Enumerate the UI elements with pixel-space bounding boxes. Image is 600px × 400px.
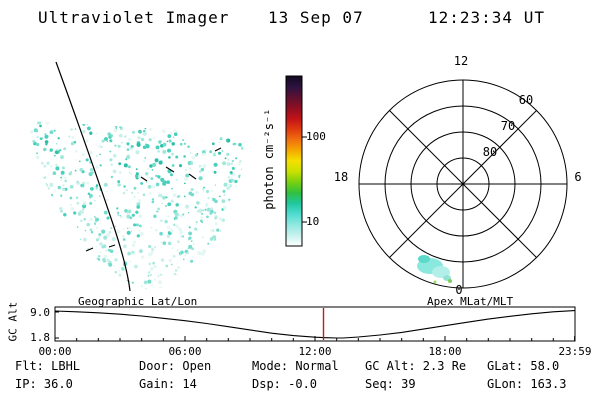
date-label: 13 Sep 07 (268, 8, 364, 27)
colorbar-frame (285, 75, 303, 247)
strip-right-title: Apex MLat/MLT (427, 295, 514, 308)
status-glat: GLat: 58.0 (487, 359, 560, 373)
auroral-emission-patch (417, 255, 452, 284)
grid-dash (85, 247, 94, 252)
lat-label-60: 60 (518, 93, 534, 107)
grid-dash (188, 173, 197, 180)
lat-label-80: 80 (482, 145, 498, 159)
status-gc-alt: GC Alt: 2.3 Re (365, 359, 467, 373)
strip-xtick-1200: 12:00 (298, 345, 332, 358)
uv-speckle-field (28, 121, 244, 291)
strip-xtick-2359: 23:59 (558, 345, 592, 358)
strip-ytick-9: 9.0 (30, 306, 50, 319)
colorbar-gradient (286, 76, 302, 246)
strip-ytick-1-8: 1.8 (30, 331, 50, 344)
grid-dash (140, 176, 148, 182)
strip-left-title: Geographic Lat/Lon (78, 295, 198, 308)
colorbar-tick-10: 10 (306, 215, 320, 228)
status-mode: Mode: Normal (252, 359, 339, 373)
spacecraft-track-line (55, 61, 131, 292)
app-title: Ultraviolet Imager (38, 8, 230, 27)
strip-xtick-0000: 00:00 (38, 345, 72, 358)
mlt-label-12: 12 (453, 54, 469, 68)
status-door: Door: Open (139, 359, 212, 373)
gc-alt-curve (54, 310, 575, 339)
colorbar-units-label: photon cm⁻²s⁻¹ (261, 108, 276, 210)
status-flt: Flt: LBHL (15, 359, 81, 373)
status-gain: Gain: 14 (139, 377, 197, 391)
status-ip: IP: 36.0 (15, 377, 73, 391)
grid-dash (214, 147, 222, 152)
strip-xtick-0600: 06:00 (168, 345, 202, 358)
lat-label-70: 70 (500, 119, 516, 133)
polar-dial-grid (358, 79, 568, 289)
status-glon: GLon: 163.3 (487, 377, 567, 391)
time-ut-label: 12:23:34 UT (428, 8, 545, 27)
grid-dash (165, 166, 175, 173)
mlt-label-18: 18 (333, 170, 349, 184)
colorbar-tick-100: 100 (306, 130, 326, 143)
strip-y-axis-title: GC Alt (6, 301, 20, 342)
grid-dash (108, 244, 116, 248)
mlt-label-6: 6 (574, 170, 582, 184)
status-seq: Seq: 39 (365, 377, 416, 391)
status-dsp: Dsp: -0.0 (252, 377, 318, 391)
gc-alt-chart-frame (54, 306, 576, 342)
strip-xtick-1800: 18:00 (428, 345, 462, 358)
mlt-label-0: 0 (455, 283, 463, 297)
